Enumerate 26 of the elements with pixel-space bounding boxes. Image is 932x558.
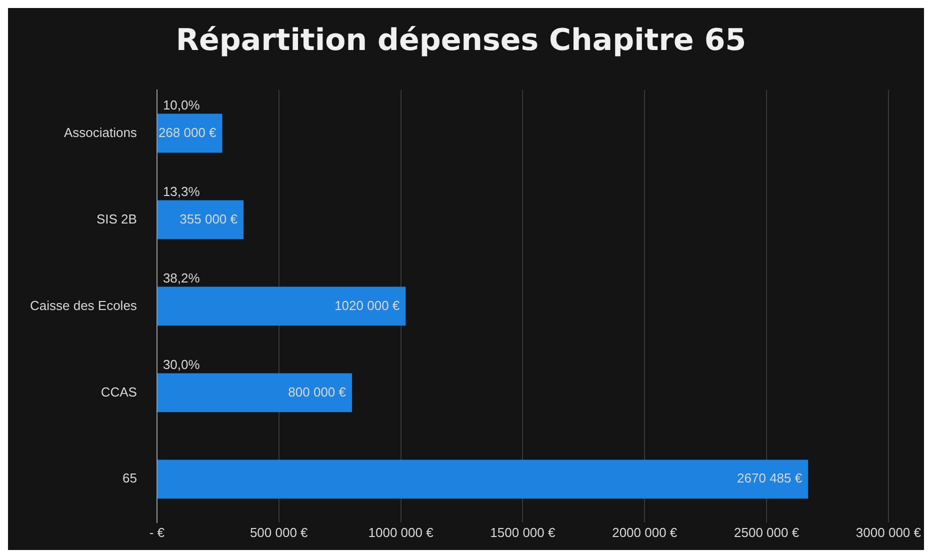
data-label: 355 000 € [180,211,238,226]
y-tick-label: 65 [122,470,137,486]
x-tick-label: 2500 000 € [734,524,800,540]
x-tick-label: 1500 000 € [490,524,556,540]
x-tick-label: 1000 000 € [368,524,434,540]
bar [157,286,406,326]
data-label: 268 000 € [158,124,218,140]
annotation: 10,0% [162,97,200,112]
annotation: 38,2% [162,270,200,286]
bar [157,373,352,412]
y-tick-label: Associations [64,124,138,140]
y-tick-label: Caisse des Ecoles [30,298,138,313]
annotation: 13,3% [162,184,200,199]
bar [157,200,244,240]
x-tick-label: 500 000 € [250,524,309,540]
x-tick-label: 2000 000 € [612,524,678,540]
y-tick-label: SIS 2B [96,211,137,226]
x-tick-label: 3000 000 € [856,524,922,540]
annotation: 30,0% [162,356,200,372]
bar [157,460,808,499]
y-tick-label: CCAS [100,384,138,400]
data-label: 800 000 € [288,384,347,400]
data-label: 1020 000 € [334,298,400,313]
chart-title: Répartition dépenses Chapitre 65 [176,22,746,58]
data-label: 2670 485 € [737,470,803,486]
x-tick-label: - € [149,524,166,540]
